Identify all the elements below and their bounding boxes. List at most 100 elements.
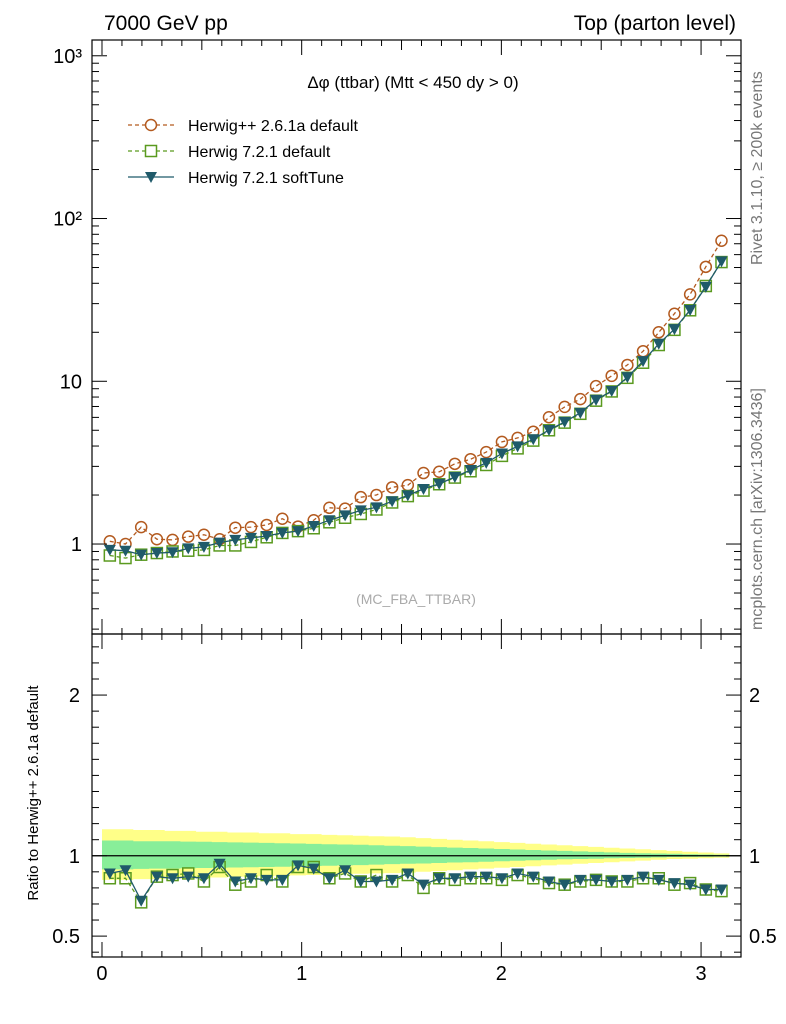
ratio-series-line-1 <box>109 862 722 903</box>
main-series-line-1 <box>109 261 723 559</box>
y-tick-label: 10³ <box>53 46 82 68</box>
legend-entry-1: Herwig 7.2.1 default <box>128 144 331 161</box>
ratio-series-1-point <box>307 863 320 875</box>
main-series-2-point <box>495 448 508 460</box>
main-series-0-point <box>244 520 258 534</box>
ratio-series-1-point <box>401 868 414 880</box>
ratio-series-1-point <box>260 874 273 886</box>
ratio-series-1-point <box>386 874 399 886</box>
main-series-2-point <box>621 372 634 384</box>
ratio-series-1-point <box>354 876 367 888</box>
main-plot-title: Δφ (ttbar) (Mtt < 450 dy > 0) <box>307 73 518 92</box>
main-series-0-point <box>354 490 368 504</box>
ratio-series-1-point <box>229 876 242 888</box>
main-series-0-point <box>479 445 493 459</box>
main-series-2-point <box>652 338 665 350</box>
main-series-2-point <box>323 515 336 527</box>
main-series-0-point <box>229 521 242 534</box>
main-series-0-point <box>652 326 666 339</box>
main-series-0-point <box>134 520 148 534</box>
main-series-2-point <box>527 434 540 446</box>
ratio-series-1-point <box>323 873 336 885</box>
main-series-2-point <box>119 545 132 557</box>
analysis-watermark: (MC_FBA_TTBAR) <box>356 591 476 607</box>
ratio-series-1-point <box>637 871 650 883</box>
header-left: 7000 GeV pp <box>104 12 228 35</box>
rivet-label: Rivet 3.1.10, ≥ 200k events <box>749 71 766 265</box>
ratio-series-1-point <box>197 873 210 885</box>
ratio-series-1-point <box>590 874 603 886</box>
main-series-2-point <box>292 526 305 538</box>
uncertainty-band-1 <box>102 840 730 870</box>
y-tick-label: 0.5 <box>52 926 80 948</box>
main-series-0-point <box>495 435 509 449</box>
main-plot: 1 10 10² 10³ <box>53 39 742 635</box>
main-series-0-point <box>260 518 273 532</box>
main-series-0-point <box>542 411 556 424</box>
ratio-series-1-point <box>558 879 571 891</box>
ratio-series-1-point <box>605 876 618 888</box>
main-series-2-point <box>574 407 587 419</box>
main-series-2-point <box>448 472 461 484</box>
main-series-2-point <box>260 531 273 543</box>
ratio-series-1-point <box>339 865 352 877</box>
ratio-series-1-point <box>119 865 132 877</box>
ratio-series-1-point <box>542 876 555 888</box>
main-series-2-point <box>307 521 320 533</box>
ratio-series-1-point <box>433 873 446 885</box>
main-series-0-point <box>197 528 211 542</box>
main-series-line-2 <box>109 261 723 556</box>
legend-entry-2: Herwig 7.2.1 softTune <box>128 170 344 187</box>
y-tick-label-right: 1 <box>749 846 760 868</box>
ratio-plot: 0 1 2 3 0.5 0.5 1 1 2 2 <box>52 633 777 985</box>
main-series-2-point <box>699 281 712 293</box>
main-series-0-point <box>621 358 634 372</box>
main-series-2-point <box>433 478 446 490</box>
main-series-0-point <box>323 501 336 515</box>
main-series-0-point <box>150 532 164 546</box>
y-tick-label: 10² <box>53 209 82 231</box>
ratio-series-1-point <box>495 873 508 885</box>
y-tick-label: 10 <box>60 371 82 393</box>
main-series-0-point <box>683 288 697 301</box>
legend: Herwig++ 2.6.1a default Herwig 7.2.1 def… <box>128 118 358 187</box>
main-series-0-point <box>605 369 618 383</box>
x-tick-label: 1 <box>296 963 307 985</box>
ratio-series-1-point <box>527 871 540 883</box>
ratio-series-1-point <box>276 874 289 886</box>
legend-entry-0: Herwig++ 2.6.1a default <box>128 118 358 135</box>
ratio-series-1-point <box>448 873 461 885</box>
main-series-2-point <box>213 537 226 549</box>
main-series-2-point <box>370 502 383 514</box>
main-series-0-point <box>715 234 728 248</box>
main-series-2-point <box>511 441 524 453</box>
main-series-0-point <box>370 488 383 502</box>
main-series-0-point <box>432 465 446 479</box>
ratio-series-1-point <box>511 868 524 880</box>
main-series-2-point <box>605 385 618 397</box>
main-series-2-point <box>542 424 555 436</box>
mcplots-label: mcplots.cern.ch [arXiv:1306.3436] <box>749 388 766 630</box>
ratio-series-1-point <box>417 879 430 891</box>
y-tick-label-right: 0.5 <box>749 926 777 948</box>
main-series-0-point <box>417 466 430 480</box>
ratio-series-1-point <box>182 871 195 883</box>
main-series-2-point <box>480 457 493 469</box>
y-tick-label: 1 <box>71 534 82 556</box>
ratio-series-1-point <box>699 884 712 896</box>
ratio-series-1-point <box>652 874 665 886</box>
ratio-series-1-point <box>715 884 728 896</box>
y-tick-label-right: 2 <box>749 685 760 707</box>
main-series-2-point <box>103 544 116 556</box>
main-series-2-point <box>684 305 697 317</box>
main-series-0-point <box>385 481 399 494</box>
main-series-2-point <box>417 483 430 495</box>
ratio-series-line-0 <box>109 866 722 904</box>
ratio-series-1-point <box>103 868 116 880</box>
x-tick-label: 2 <box>496 963 507 985</box>
ratio-series-1-point <box>574 874 587 886</box>
main-series-0-point <box>589 379 603 393</box>
main-series-0-point <box>464 452 477 466</box>
ratio-series-1-point <box>244 873 257 885</box>
